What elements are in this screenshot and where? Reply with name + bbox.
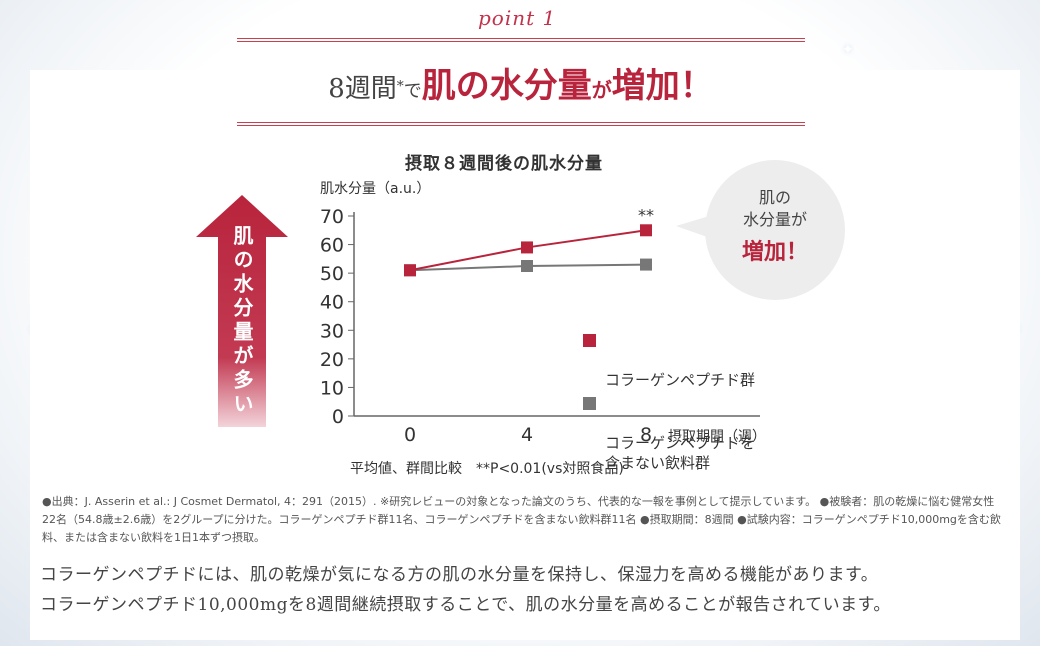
moisture-up-arrow: 肌の水分量が多い [196,195,288,427]
description-line-1: コラーゲンペプチドには、肌の乾燥が気になる方の肌の水分量を保持し、保湿力を高める… [40,565,879,585]
legend-item-control: コラーゲンペプチドを 含まない飲料群 [583,393,755,473]
description-line-2: コラーゲンペプチド10,000mgを8週間継続摂取することで、肌の水分量を高める… [40,595,891,615]
y-tick-label: 0 [332,406,344,428]
callout-bubble: 肌の 水分量が 増加！ [705,160,845,300]
headline: 8週間*で肌の水分量が増加！ [237,58,805,107]
significance-marker: ** [638,205,654,224]
stat-footnote: 平均値、群間比較 **P<0.01(vs対照食品) [350,461,624,477]
legend-label-control: コラーゲンペプチドを 含まない飲料群 [605,434,756,472]
y-tick-label: 40 [320,292,344,314]
headline-box: 8週間*で肌の水分量が増加！ [237,38,805,126]
legend-swatch-control [583,397,596,410]
sparkle-decoration: ✦ [842,42,854,58]
data-point [521,260,533,272]
data-point [404,264,416,277]
point-label: point 1 [478,6,557,30]
y-axis-label: 肌水分量（a.u.） [320,181,431,197]
arrow-shape [196,195,288,427]
x-tick-label: 8 [640,424,652,446]
legend-item-collagen: コラーゲンペプチド群 [583,330,755,390]
x-axis-label: 摂取期間（週） [668,429,766,445]
chart-title: 摂取８週間後の肌水分量 [405,154,603,174]
y-tick-label: 30 [320,320,344,342]
study-source: ●出典：J. Asserin et al.: J Cosmet Dermatol… [42,495,1001,544]
y-tick-label: 50 [320,263,344,285]
x-tick-label: 4 [521,424,533,446]
data-point [521,241,533,254]
y-tick-label: 10 [320,377,344,399]
bubble-line-2: 水分量が [742,210,807,229]
y-tick-label: 20 [320,349,344,371]
legend-swatch-collagen [583,334,596,347]
line-chart: 0 10 20 30 40 50 60 70 0 4 8 摂取期間（週） ** [320,205,766,446]
headline-particle: で [403,81,422,102]
data-point [640,258,652,271]
y-tick-label: 60 [320,235,344,257]
headline-duration: 8週間 [328,74,397,104]
bubble-line-1: 肌の [758,188,791,207]
headline-asterisk: * [396,78,404,95]
bubble-line-3: 増加！ [741,240,808,265]
y-tick-label: 70 [320,206,344,228]
chart-legend: コラーゲンペプチド群 コラーゲンペプチドを 含まない飲料群 [583,330,755,476]
data-point [640,224,652,237]
legend-label-collagen: コラーゲンペプチド群 [605,371,756,389]
headline-skin-moisture: 肌の水分量 [421,66,592,106]
headline-particle-ga: が [591,78,612,102]
headline-increase: 増加！ [611,66,714,106]
description: コラーゲンペプチドには、肌の乾燥が気になる方の肌の水分量を保持し、保湿力を高める… [40,560,1010,620]
x-tick-label: 0 [404,424,416,446]
arrow-label: 肌の水分量が多い [230,225,254,417]
content-card [30,70,1020,640]
